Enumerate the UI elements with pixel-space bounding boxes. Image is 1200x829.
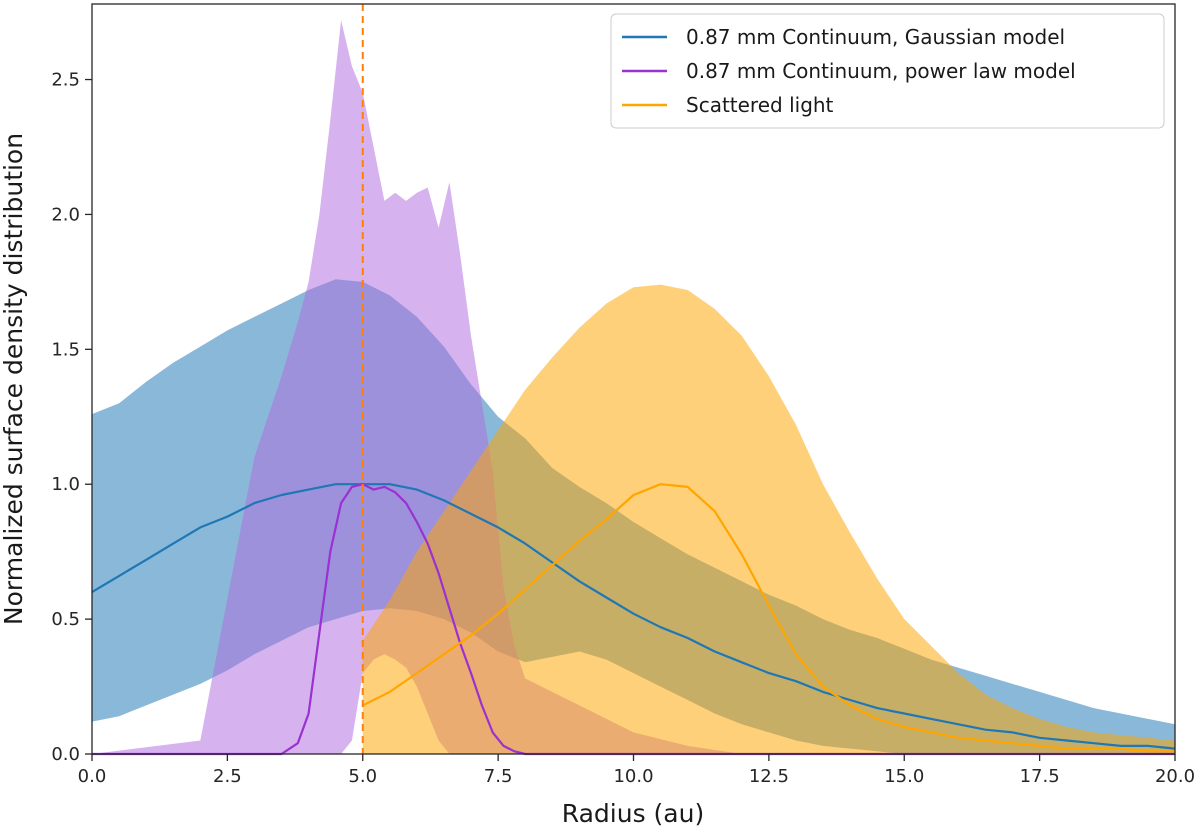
x-tick-label: 5.0 (348, 766, 377, 787)
y-tick-label: 1.5 (51, 339, 80, 360)
y-tick-label: 2.0 (51, 204, 80, 225)
legend-label-0-87-mm-continuum-power-law-model: 0.87 mm Continuum, power law model (686, 59, 1076, 83)
line-0-87-mm-continuum-gaussian-model (91, 483, 1176, 750)
legend-label-scattered-light: Scattered light (686, 93, 834, 117)
band-scattered-light (362, 284, 1175, 754)
x-tick-label: 12.5 (749, 766, 789, 787)
x-tick-label: 10.0 (613, 766, 653, 787)
x-axis-label: Radius (au) (562, 799, 704, 828)
x-tick-label: 15.0 (884, 766, 924, 787)
x-tick-label: 0.0 (78, 766, 107, 787)
legend: 0.87 mm Continuum, Gaussian model 0.87 mm… (610, 13, 1165, 129)
legend-box (610, 13, 1165, 129)
legend-entries: 0.87 mm Continuum, Gaussian model 0.87 mm… (622, 25, 1076, 117)
y-axis-ticks: 0.0 0.5 1.0 1.5 2.0 2.5 (51, 70, 92, 765)
x-tick-label: 17.5 (1020, 766, 1060, 787)
y-tick-label: 0.0 (51, 744, 80, 765)
line-scattered-light (362, 483, 1175, 753)
y-tick-label: 1.0 (51, 474, 80, 495)
y-tick-label: 0.5 (51, 609, 80, 630)
x-tick-label: 7.5 (484, 766, 513, 787)
x-axis-ticks: 0.0 2.5 5.0 7.5 10.0 12.5 15.0 17.5 20.0 (78, 754, 1195, 787)
y-tick-label: 2.5 (51, 70, 80, 91)
legend-label-0-87-mm-continuum-gaussian-model: 0.87 mm Continuum, Gaussian model (686, 25, 1065, 49)
x-tick-label: 20.0 (1155, 766, 1195, 787)
x-tick-label: 2.5 (213, 766, 242, 787)
y-axis-label: Normalized surface density distribution (0, 133, 28, 625)
